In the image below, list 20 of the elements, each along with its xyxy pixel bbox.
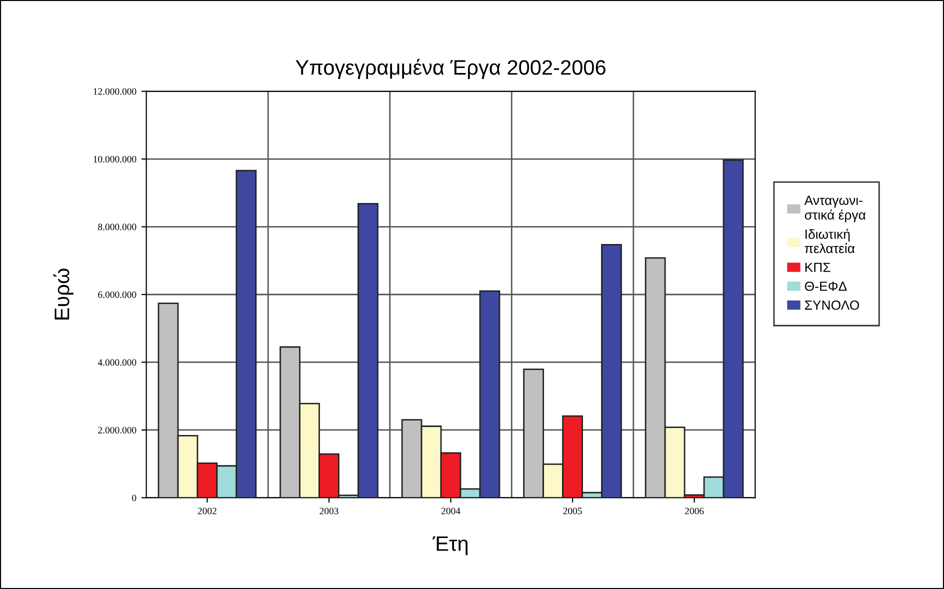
x-tick-label: 2002 — [198, 508, 216, 514]
x-axis-title: Έτη — [432, 536, 468, 556]
legend-label: Ιδιωτική πελατεία — [804, 228, 855, 254]
chart-title: Υπογεγραμμένα Έργα 2002-2006 — [296, 58, 606, 79]
y-tick-label: 10.000.000 — [94, 156, 136, 163]
x-tick-label: 2005 — [563, 508, 582, 514]
y-tick-label: 4.000.000 — [98, 359, 136, 366]
x-tick-label: 2003 — [320, 508, 338, 514]
y-axis-title: Ευρώ — [53, 268, 74, 320]
legend-label: ΚΠΣ — [805, 262, 830, 272]
y-tick-label: 12.000.000 — [94, 88, 136, 95]
legend-label: ΣΥΝΟΛΟ — [805, 300, 860, 310]
x-tick-label: 2004 — [441, 508, 460, 514]
y-tick-label: 8.000.000 — [98, 224, 136, 230]
legend-label: Ανταγωνι- στικά έργα — [804, 196, 866, 222]
y-tick-label: 0 — [132, 494, 136, 502]
y-tick-label: 2.000.000 — [98, 426, 136, 434]
x-tick-label: 2006 — [685, 508, 704, 514]
legend-label: Θ-ΕΦΔ — [804, 282, 847, 291]
y-tick-label: 6.000.000 — [98, 291, 136, 298]
